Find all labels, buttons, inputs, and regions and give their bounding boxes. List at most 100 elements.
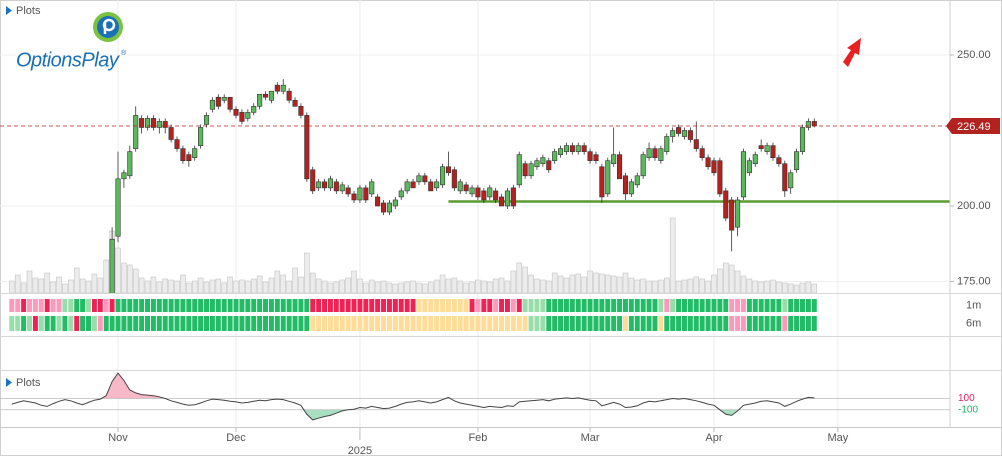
- signal-cell: [599, 316, 605, 331]
- signal-cell: [44, 299, 50, 312]
- signal-cell: [398, 299, 404, 312]
- volume-bar: [486, 281, 493, 293]
- volume-bar: [162, 278, 168, 293]
- x-tick-label: Nov: [108, 432, 128, 444]
- signal-cell: [68, 299, 74, 312]
- signal-cell: [192, 316, 198, 331]
- volume-bar: [292, 267, 298, 293]
- signal-cell: [676, 316, 682, 331]
- candle-body: [599, 166, 605, 198]
- candle-body: [386, 202, 392, 213]
- volume-bar: [410, 280, 416, 293]
- signal-cell: [233, 299, 239, 312]
- signal-cell: [552, 316, 558, 331]
- volume-bar: [274, 270, 281, 293]
- signal-cell: [534, 299, 540, 312]
- signal-cell: [587, 299, 593, 312]
- signal-cell: [127, 299, 133, 312]
- volume-bar: [186, 282, 192, 293]
- oscillator-lower-fill: [11, 409, 815, 420]
- candle-body: [339, 184, 345, 192]
- signal-cell: [15, 316, 21, 331]
- signal-cell: [251, 316, 257, 331]
- candle-body: [380, 202, 387, 213]
- volume-bar: [298, 276, 304, 293]
- signal-cell: [628, 316, 634, 331]
- signal-cell: [664, 316, 670, 331]
- candle-body: [239, 112, 245, 122]
- signal-cell: [168, 299, 174, 312]
- signal-cell: [32, 299, 38, 312]
- volume-bar: [498, 277, 505, 293]
- candle-body: [398, 190, 404, 198]
- candle-body: [546, 160, 552, 171]
- oscillator-title[interactable]: Plots: [16, 377, 41, 389]
- signal-cell: [286, 299, 292, 312]
- candle-body: [115, 178, 121, 237]
- volume-bar: [91, 273, 98, 293]
- y-tick-label: 250.00: [957, 49, 991, 61]
- oscillator-tick-label: -100: [958, 404, 978, 415]
- volume-bar: [380, 280, 387, 293]
- candle-body: [357, 187, 363, 201]
- volume-bar: [534, 278, 540, 293]
- year-label: 2025: [348, 445, 372, 456]
- signal-cell: [44, 316, 50, 331]
- signal-cell: [209, 299, 215, 312]
- volume-bar: [386, 282, 393, 293]
- volume-bar: [203, 281, 210, 293]
- signal-cell: [21, 299, 27, 312]
- signal-cell: [687, 299, 693, 312]
- volume-bar: [115, 247, 121, 293]
- signal-cell: [800, 299, 805, 312]
- volume-bar: [309, 272, 316, 293]
- signal-cell: [475, 299, 481, 312]
- signal-cell: [481, 316, 487, 331]
- signal-cell: [540, 316, 546, 331]
- signal-cell: [522, 316, 528, 331]
- volume-bar: [728, 264, 735, 293]
- signal-cell: [681, 316, 687, 331]
- candle-body: [203, 115, 210, 125]
- signal-cell: [91, 299, 97, 312]
- candle-body: [593, 154, 599, 161]
- x-tick-label: Mar: [581, 432, 600, 444]
- signal-cell: [445, 299, 451, 312]
- signal-cell: [569, 299, 575, 312]
- volume-bar: [32, 277, 39, 293]
- candle-body: [740, 151, 747, 198]
- signal-cell: [15, 299, 21, 312]
- volume-bar: [563, 277, 570, 293]
- volume-bar: [793, 284, 800, 293]
- oscillator-tick-label: 100: [958, 393, 975, 404]
- signal-cell: [103, 316, 109, 331]
- volume-bar: [97, 277, 104, 293]
- volume-bar: [374, 281, 381, 293]
- signal-cell: [268, 299, 274, 312]
- signal-cell: [80, 316, 86, 331]
- signal-cell: [581, 299, 587, 312]
- panel-title[interactable]: Plots: [16, 5, 41, 17]
- signal-cell: [357, 316, 363, 331]
- volume-bar: [156, 281, 163, 293]
- volume-bar: [256, 275, 263, 293]
- signal-cell: [351, 316, 357, 331]
- candle-body: [658, 148, 664, 161]
- candle-body: [534, 160, 540, 168]
- volume-bar: [392, 283, 399, 293]
- volume-bar: [239, 279, 245, 293]
- signal-cell: [628, 299, 634, 312]
- plots-toggle-icon[interactable]: [6, 6, 12, 15]
- volume-bar: [262, 281, 269, 293]
- candle-body: [711, 160, 717, 174]
- signal-cell: [776, 299, 782, 312]
- plots-toggle-icon[interactable]: [6, 378, 12, 387]
- signal-cell: [310, 299, 316, 312]
- signal-cell: [611, 299, 617, 312]
- signal-cell: [375, 299, 381, 312]
- volume-bar: [280, 274, 287, 293]
- candle-body: [404, 181, 410, 192]
- signal-cell: [646, 316, 652, 331]
- volume-bar: [304, 252, 310, 293]
- signal-cell: [115, 299, 121, 312]
